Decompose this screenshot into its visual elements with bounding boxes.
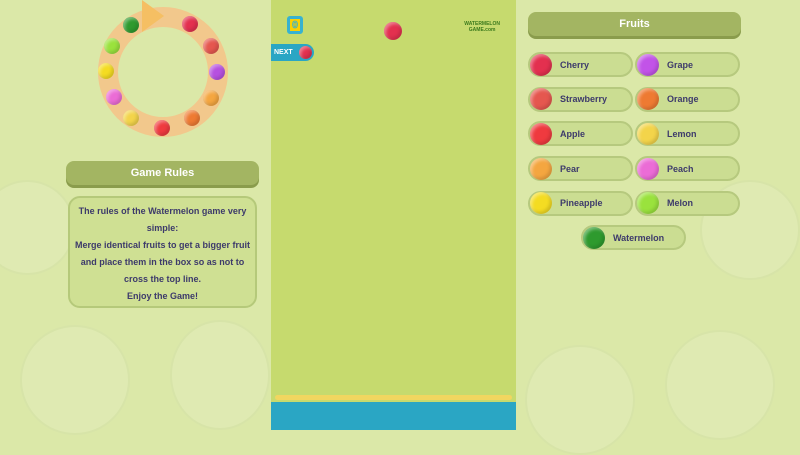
cycle-fruit-watermelon (123, 17, 139, 33)
game-rules-text: The rules of the Watermelon game very si… (68, 196, 257, 308)
fruit-button-grape[interactable]: Grape (635, 52, 740, 77)
game-rules-header: Game Rules (66, 161, 259, 185)
cycle-fruit-pineapple (98, 63, 114, 79)
cycle-fruit-grape (209, 64, 225, 80)
background-fruit (525, 345, 635, 455)
strawberry-icon (530, 88, 552, 111)
fruit-label: Peach (667, 163, 694, 174)
fruit-label: Pineapple (560, 198, 603, 209)
cycle-fruit-strawberry (203, 38, 219, 54)
fruit-button-strawberry[interactable]: Strawberry (528, 86, 633, 112)
fruit-label: Watermelon (613, 232, 665, 243)
game-board[interactable]: 0 WATERMELON GAME.com NEXT (271, 0, 516, 430)
fruit-label: Melon (667, 198, 693, 209)
cherry-icon (530, 53, 552, 76)
cycle-fruit-cherry (182, 16, 198, 32)
fruit-button-peach[interactable]: Peach (635, 156, 740, 182)
floor-line (275, 395, 512, 400)
fruit-button-orange[interactable]: Orange (635, 86, 740, 112)
floor (271, 402, 516, 430)
fruit-label: Orange (667, 94, 699, 105)
fruit-label: Grape (667, 59, 694, 70)
watermelon-icon (583, 226, 605, 249)
fruits-header: Fruits (528, 12, 741, 36)
score-display: 0 (287, 16, 303, 34)
cycle-fruit-orange (184, 110, 200, 126)
background-fruit (665, 330, 775, 440)
fruit-label: Cherry (560, 59, 590, 70)
fruit-label: Strawberry (560, 94, 608, 105)
arrow-icon (142, 0, 164, 32)
fruit-button-pineapple[interactable]: Pineapple (528, 190, 633, 216)
rules-line: Merge identical fruits to get a bigger f… (74, 240, 251, 284)
cycle-fruit-melon (104, 38, 120, 54)
fruit-label: Apple (560, 128, 586, 139)
watermelon-game-logo: WATERMELON GAME.com (464, 21, 500, 33)
orange-icon (637, 88, 659, 111)
next-label: NEXT (274, 49, 293, 56)
background-fruit (0, 180, 75, 275)
fruit-label: Pear (560, 163, 580, 174)
background-fruit (170, 320, 270, 430)
grape-icon (637, 53, 659, 76)
cycle-fruit-lemon (123, 110, 139, 126)
melon-icon (637, 192, 659, 215)
current-fruit-cherry[interactable] (384, 22, 402, 40)
next-fruit-indicator: NEXT (271, 44, 314, 61)
fruit-label: Lemon (667, 128, 697, 139)
background-fruit (20, 325, 130, 435)
rules-line: Enjoy the Game! (126, 291, 198, 301)
fruit-button-cherry[interactable]: Cherry (528, 52, 633, 77)
next-fruit-cherry (298, 46, 312, 59)
fruit-button-pear[interactable]: Pear (528, 156, 633, 182)
pineapple-icon (530, 192, 552, 215)
apple-icon (530, 122, 552, 145)
fruit-button-watermelon[interactable]: Watermelon (581, 225, 686, 250)
rules-line: The rules of the Watermelon game very si… (78, 206, 247, 233)
fruit-button-melon[interactable]: Melon (635, 190, 740, 216)
cycle-fruit-pear (203, 90, 219, 106)
pear-icon (530, 157, 552, 180)
lemon-icon (637, 122, 659, 145)
fruit-button-apple[interactable]: Apple (528, 121, 633, 147)
fruit-button-lemon[interactable]: Lemon (635, 121, 740, 147)
cycle-fruit-peach (106, 89, 122, 105)
cycle-fruit-apple (154, 120, 170, 136)
peach-icon (637, 157, 659, 180)
